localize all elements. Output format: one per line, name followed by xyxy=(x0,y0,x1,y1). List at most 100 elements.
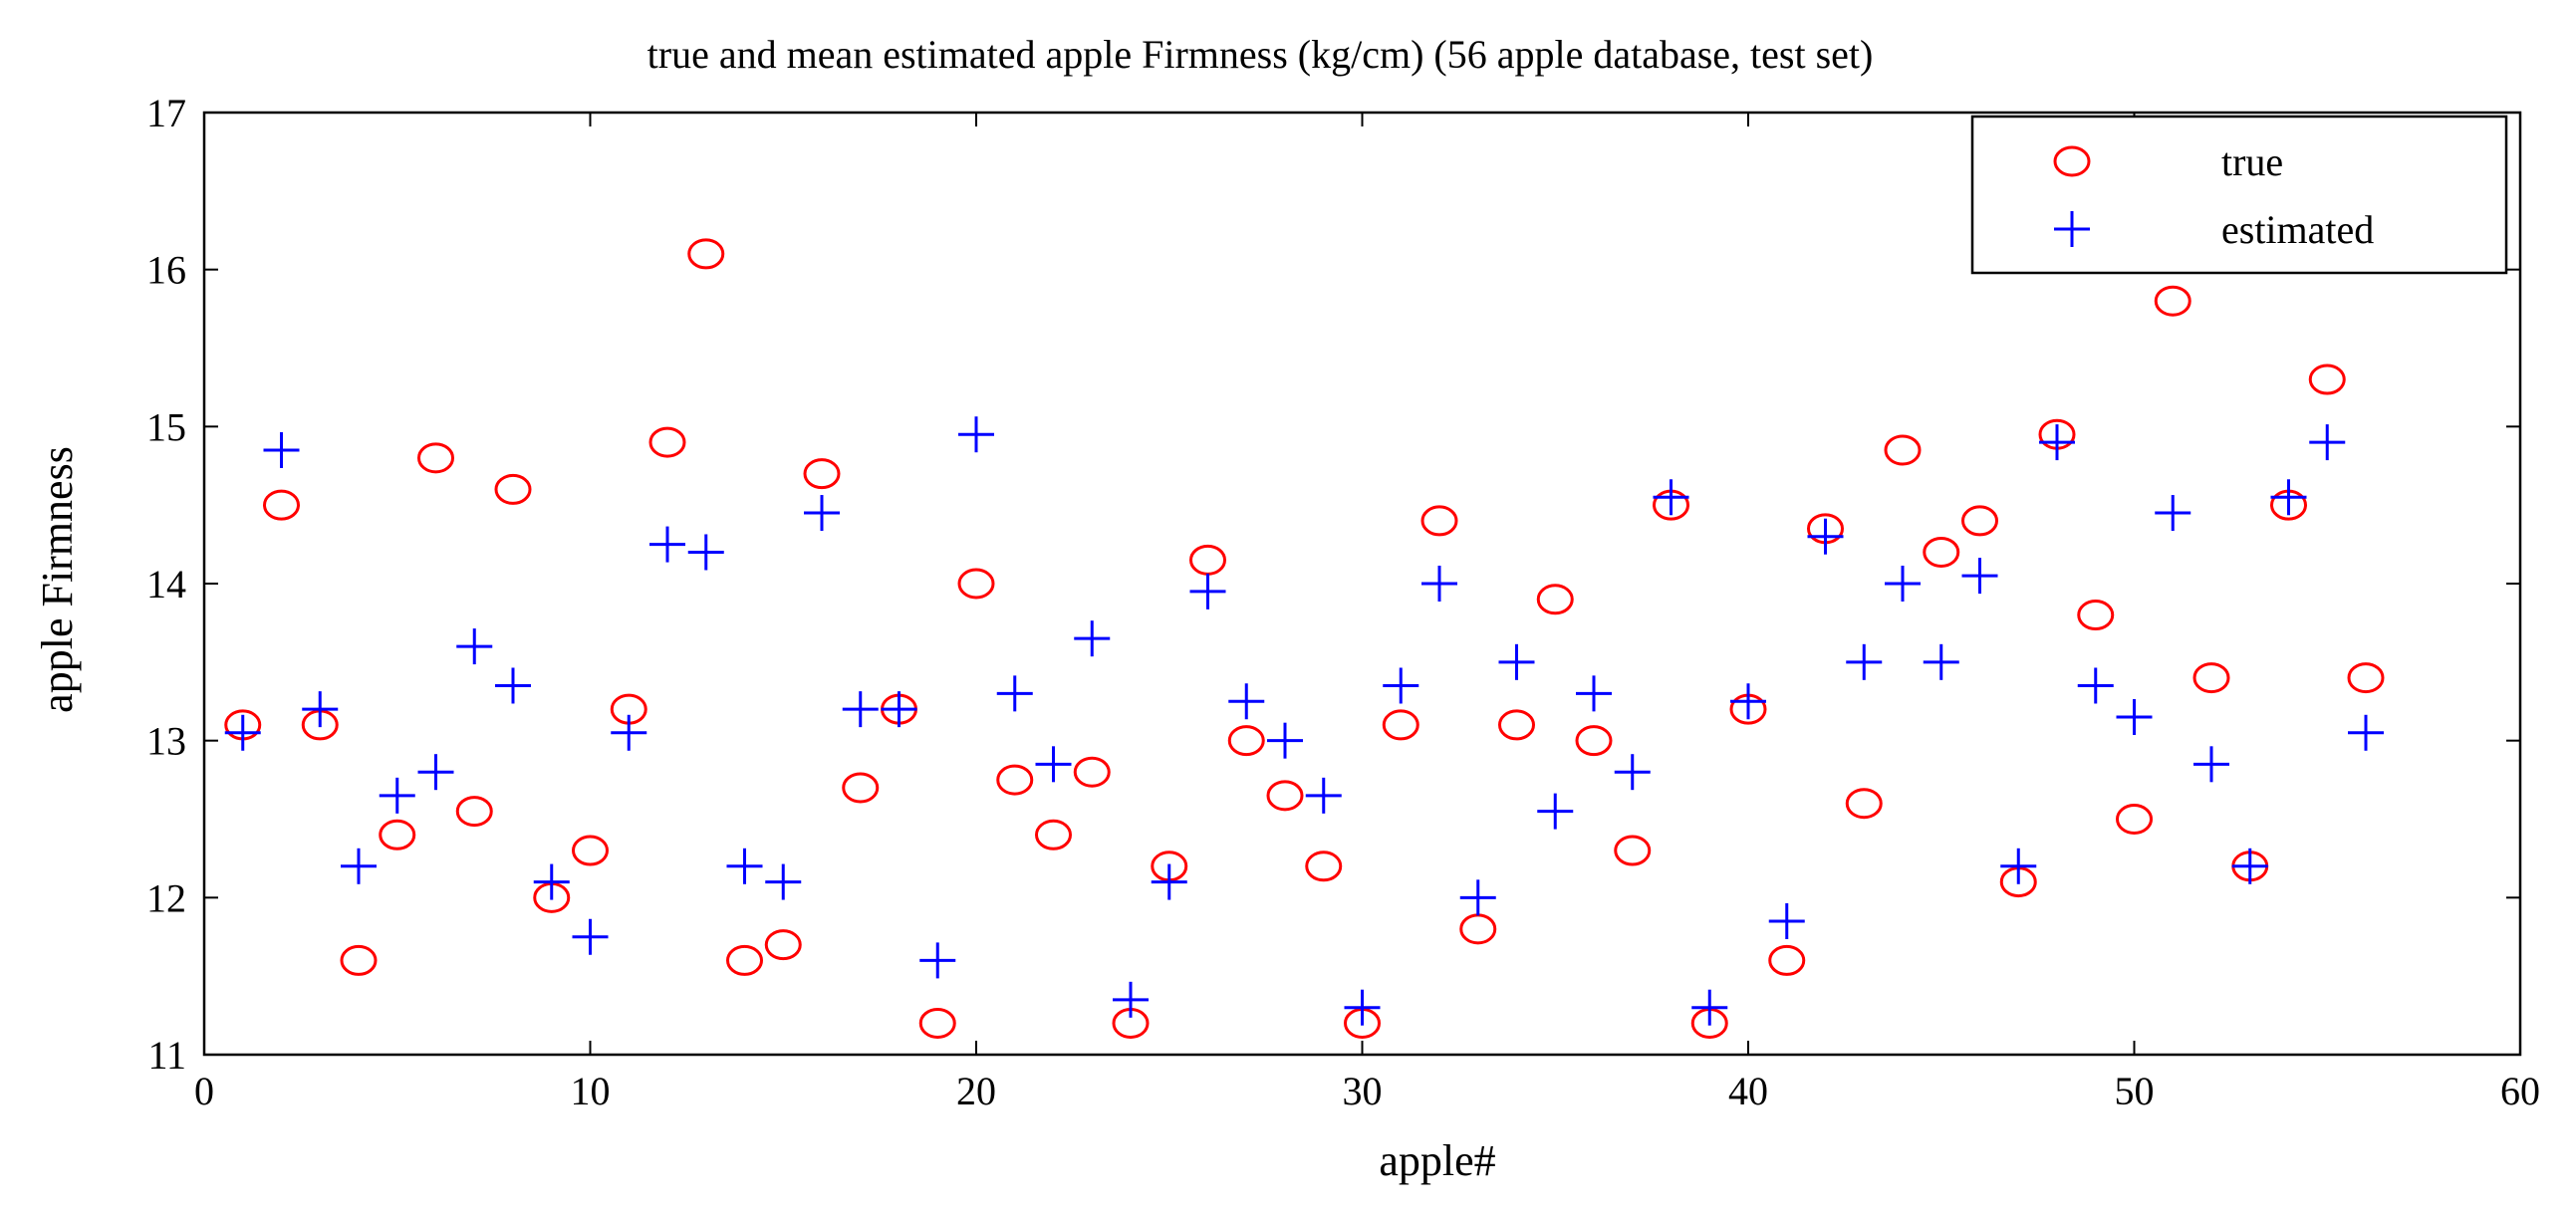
true-point xyxy=(1420,505,1458,537)
estimated-point xyxy=(726,848,763,884)
estimated-point xyxy=(1267,722,1303,759)
true-point xyxy=(1189,544,1226,576)
estimated-point xyxy=(2309,424,2346,461)
estimated-point xyxy=(1305,777,1342,814)
true-point xyxy=(1459,913,1497,945)
y-tick-label: 12 xyxy=(146,875,186,920)
estimated-point xyxy=(533,863,570,900)
estimated-point xyxy=(379,777,415,814)
estimated-point xyxy=(687,534,724,571)
estimated-point xyxy=(2039,424,2075,461)
legend-marker-true xyxy=(2053,145,2091,177)
estimated-point xyxy=(1768,902,1805,939)
estimated-point xyxy=(495,667,531,704)
estimated-point xyxy=(1653,479,1689,516)
estimated-point xyxy=(2348,714,2384,751)
estimated-point xyxy=(2155,495,2191,532)
true-point xyxy=(2077,600,2115,631)
true-point xyxy=(764,929,802,961)
estimated-point xyxy=(224,714,261,751)
y-tick-label: 13 xyxy=(146,719,186,764)
estimated-point xyxy=(649,526,685,563)
true-point xyxy=(1536,584,1574,615)
true-point xyxy=(494,473,532,505)
legend: true estimated xyxy=(1970,115,2508,275)
x-tick-label: 50 xyxy=(2115,1069,2155,1113)
estimated-point xyxy=(2000,848,2037,884)
estimated-point xyxy=(1614,754,1651,791)
estimated-point xyxy=(881,691,917,728)
legend-entry: true xyxy=(2053,139,2283,184)
series-true xyxy=(224,238,2385,1039)
estimated-point xyxy=(1923,643,1959,680)
estimated-point xyxy=(765,863,802,900)
true-point xyxy=(2347,662,2385,694)
true-point xyxy=(1227,725,1265,757)
estimated-point xyxy=(611,714,647,751)
estimated-point xyxy=(2077,667,2114,704)
series-estimated xyxy=(224,416,2384,1026)
true-point xyxy=(340,944,378,976)
estimated-point xyxy=(302,691,339,728)
data-markers xyxy=(224,238,2385,1039)
estimated-point xyxy=(958,416,994,453)
y-axis-label: apple Firmness xyxy=(33,446,82,713)
true-point xyxy=(1382,709,1419,741)
legend-label: estimated xyxy=(2221,207,2374,252)
x-tick-label: 20 xyxy=(956,1069,996,1113)
estimated-point xyxy=(341,848,377,884)
true-point xyxy=(1266,780,1304,812)
estimated-point xyxy=(1537,793,1574,830)
true-point xyxy=(1614,835,1652,866)
estimated-point xyxy=(1151,863,1187,900)
y-tick-label: 16 xyxy=(146,248,186,293)
true-point xyxy=(2308,364,2346,395)
true-point xyxy=(1845,788,1883,820)
true-point xyxy=(996,764,1034,796)
estimated-point xyxy=(1421,566,1457,602)
true-point xyxy=(1035,819,1072,850)
true-point xyxy=(417,442,454,474)
y-tick-label: 17 xyxy=(146,91,186,135)
true-point xyxy=(572,835,609,866)
estimated-point xyxy=(1383,667,1419,704)
x-tick-label: 0 xyxy=(194,1069,214,1113)
estimated-point xyxy=(1113,981,1149,1018)
true-point xyxy=(1305,850,1343,882)
true-point xyxy=(2154,285,2191,317)
estimated-point xyxy=(996,675,1033,712)
estimated-point xyxy=(1498,643,1535,680)
true-point xyxy=(1768,944,1806,976)
estimated-point xyxy=(2231,848,2268,884)
true-point xyxy=(455,796,493,828)
legend-box xyxy=(1970,115,2508,275)
estimated-point xyxy=(842,691,879,728)
true-point xyxy=(1498,709,1535,741)
estimated-point xyxy=(1344,989,1381,1026)
estimated-point xyxy=(1189,573,1226,609)
estimated-point xyxy=(2270,479,2307,516)
chart-title: true and mean estimated apple Firmness (… xyxy=(647,32,1874,77)
axis-ticks: 0 10 20 30 40 50 60 11 12 13 14 15 16 17 xyxy=(146,91,2540,1113)
true-point xyxy=(842,772,880,804)
true-point xyxy=(2116,804,2153,835)
legend-entry: estimated xyxy=(2054,207,2374,252)
true-point xyxy=(726,944,763,976)
estimated-point xyxy=(1459,879,1496,916)
estimated-point xyxy=(2193,746,2229,783)
legend-marker-estimated xyxy=(2054,211,2090,247)
y-tick-label: 11 xyxy=(147,1033,186,1078)
x-tick-label: 30 xyxy=(1343,1069,1383,1113)
estimated-point xyxy=(1691,989,1728,1026)
estimated-point xyxy=(1807,518,1844,555)
estimated-point xyxy=(919,942,956,979)
true-point xyxy=(1923,536,1960,568)
estimated-point xyxy=(572,918,609,955)
y-tick-label: 15 xyxy=(146,404,186,449)
x-tick-label: 60 xyxy=(2500,1069,2540,1113)
estimated-point xyxy=(456,628,493,665)
estimated-point xyxy=(417,754,454,791)
estimated-point xyxy=(1961,558,1998,595)
x-tick-label: 40 xyxy=(1728,1069,1768,1113)
estimated-point xyxy=(2116,699,2153,736)
